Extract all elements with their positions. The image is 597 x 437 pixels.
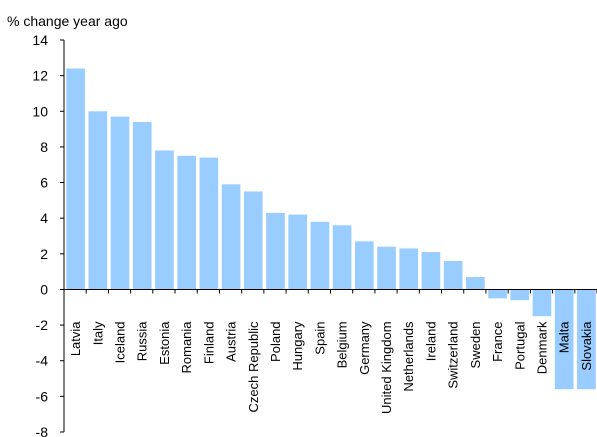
y-tick-label: 12 <box>32 68 48 84</box>
bar-malta <box>554 289 574 390</box>
bar-estonia <box>155 150 174 290</box>
x-tick-label: Slovakia <box>579 321 594 371</box>
bar-slovakia <box>577 289 596 390</box>
x-tick-label: Switzerland <box>446 321 461 388</box>
x-tick-label: Czech Republic <box>246 321 261 413</box>
bar-sweden <box>466 276 485 290</box>
x-tick-label: Portugal <box>512 321 527 370</box>
x-tick-label: Romania <box>179 321 194 374</box>
y-tick-label: 4 <box>40 210 48 226</box>
bar-portugal <box>510 289 530 301</box>
x-tick-label: Sweden <box>468 321 483 368</box>
x-tick-label: Malta <box>557 321 572 354</box>
x-tick-label: Germany <box>357 321 372 375</box>
bar-ireland <box>421 252 441 290</box>
x-tick-label: Poland <box>268 321 283 361</box>
x-tick-label: Spain <box>312 321 327 354</box>
bar-belgium <box>332 225 352 290</box>
x-tick-label: Iceland <box>113 321 128 363</box>
bar-poland <box>266 212 285 290</box>
y-tick-label: -4 <box>36 353 49 369</box>
bar-switzerland <box>443 260 463 290</box>
bar-germany <box>354 241 374 290</box>
y-tick-label: -8 <box>36 424 49 437</box>
x-tick-label: Italy <box>90 321 105 345</box>
x-tick-label: United Kingdom <box>379 321 394 414</box>
x-tick-label: Ireland <box>423 321 438 361</box>
y-tick-label: 10 <box>32 103 48 119</box>
y-tick-label: 6 <box>40 175 48 191</box>
x-tick-label: Austria <box>224 321 239 362</box>
y-tick-label: 14 <box>32 32 48 48</box>
bar-latvia <box>66 68 85 290</box>
x-tick-label: France <box>490 321 505 361</box>
bar-italy <box>88 111 108 290</box>
x-tick-label: Netherlands <box>401 321 416 392</box>
bar-denmark <box>532 289 552 317</box>
x-tick-label: Denmark <box>534 321 549 374</box>
bar-france <box>488 289 507 299</box>
y-tick-label: 8 <box>40 139 48 155</box>
bar-hungary <box>288 214 308 290</box>
bar-romania <box>177 155 196 290</box>
x-tick-label: Estonia <box>157 321 172 365</box>
y-tick-label: -6 <box>36 388 49 404</box>
bar-spain <box>310 221 330 290</box>
bar-russia <box>132 121 152 290</box>
bar-finland <box>199 157 219 290</box>
y-tick-label: 2 <box>40 246 48 262</box>
y-tick-label: 0 <box>40 281 48 297</box>
x-tick-label: Latvia <box>68 321 83 356</box>
y-axis-label: % change year ago <box>7 13 128 29</box>
x-tick-label: Hungary <box>290 321 305 371</box>
bar-united-kingdom <box>377 246 396 290</box>
bar-netherlands <box>399 248 419 290</box>
x-tick-label: Belgium <box>335 321 350 368</box>
bar-iceland <box>110 116 130 290</box>
bar-austria <box>221 184 241 290</box>
x-tick-label: Russia <box>135 321 150 362</box>
y-tick-label: -2 <box>36 317 49 333</box>
x-tick-label: Finland <box>201 321 216 364</box>
bar-czech-republic <box>243 191 263 290</box>
